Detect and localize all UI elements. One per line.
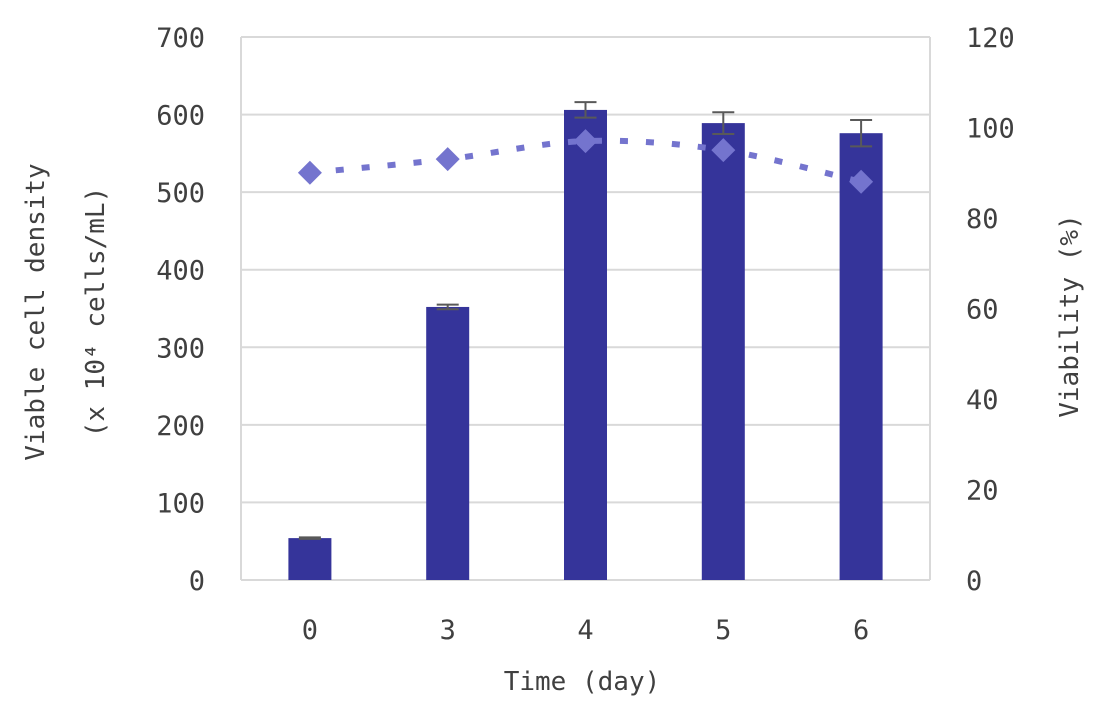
bar xyxy=(702,123,745,580)
x-tick-label: 4 xyxy=(577,615,593,646)
right-tick-label: 20 xyxy=(966,476,999,507)
left-tick-label: 200 xyxy=(156,411,205,442)
x-tick-label: 6 xyxy=(853,615,869,646)
right-axis-tick-labels: 0 20 40 60 80 100 120 xyxy=(966,23,1015,597)
left-tick-label: 600 xyxy=(156,101,205,132)
x-tick-label: 3 xyxy=(440,615,456,646)
bar xyxy=(564,110,607,580)
bar xyxy=(840,133,883,580)
right-tick-label: 100 xyxy=(966,114,1015,145)
viability-marker xyxy=(436,147,460,171)
viability-marker xyxy=(298,161,322,185)
left-axis-title-line1: Viable cell density xyxy=(21,163,51,460)
left-tick-label: 300 xyxy=(156,333,205,364)
x-axis-title: Time (day) xyxy=(504,667,661,697)
left-tick-label: 400 xyxy=(156,256,205,287)
right-tick-label: 60 xyxy=(966,295,999,326)
bar-series xyxy=(288,110,882,580)
left-axis-title-line2: (x 10⁴ cells/mL) xyxy=(81,187,111,437)
left-tick-label: 100 xyxy=(156,488,205,519)
x-tick-label: 5 xyxy=(715,615,731,646)
left-tick-label: 500 xyxy=(156,178,205,209)
right-tick-label: 80 xyxy=(966,204,999,235)
bar xyxy=(426,307,469,580)
x-axis-tick-labels: 0 3 4 5 6 xyxy=(302,615,869,646)
left-axis-tick-labels: 0 100 200 300 400 500 600 700 xyxy=(156,23,205,597)
left-tick-label: 0 xyxy=(189,566,205,597)
right-axis-title: Viability (%) xyxy=(1055,214,1085,418)
bar xyxy=(288,538,331,580)
x-tick-label: 0 xyxy=(302,615,318,646)
right-tick-label: 0 xyxy=(966,566,982,597)
left-tick-label: 700 xyxy=(156,23,205,54)
right-tick-label: 40 xyxy=(966,385,999,416)
right-tick-label: 120 xyxy=(966,23,1015,54)
